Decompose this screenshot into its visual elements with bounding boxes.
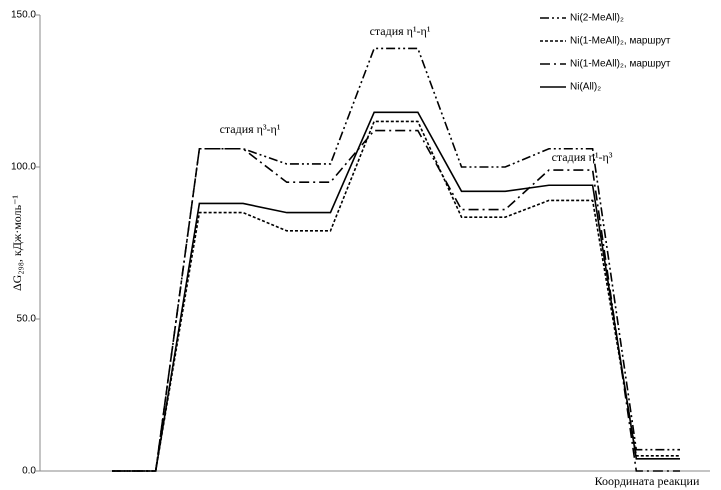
y-tick-label: 150.0 xyxy=(11,10,36,21)
legend-label: Ni(2-MeAll)₂ xyxy=(570,13,624,24)
y-tick-label: 50.0 xyxy=(17,314,37,325)
legend-label: Ni(1-MeAll)₂, маршрут xyxy=(570,36,671,47)
y-axis-label: ΔG₂₉₈, кДж·моль⁻¹ xyxy=(10,195,24,291)
legend-label: Ni(1-MeAll)₂, маршрут xyxy=(570,59,671,70)
annotation: стадия η³-η¹ xyxy=(220,122,281,136)
series-line xyxy=(112,111,680,472)
series-line xyxy=(112,129,680,472)
annotation: стадия η¹-η³ xyxy=(552,150,613,164)
y-tick-label: 0.0 xyxy=(22,466,36,477)
x-axis-label: Координата реакции xyxy=(595,474,700,488)
series-line xyxy=(112,120,680,472)
annotation: стадия η¹-η¹ xyxy=(370,24,431,38)
series-line xyxy=(112,47,680,472)
legend-label: Ni(All)₂ xyxy=(570,82,601,93)
y-tick-label: 100.0 xyxy=(11,162,36,173)
